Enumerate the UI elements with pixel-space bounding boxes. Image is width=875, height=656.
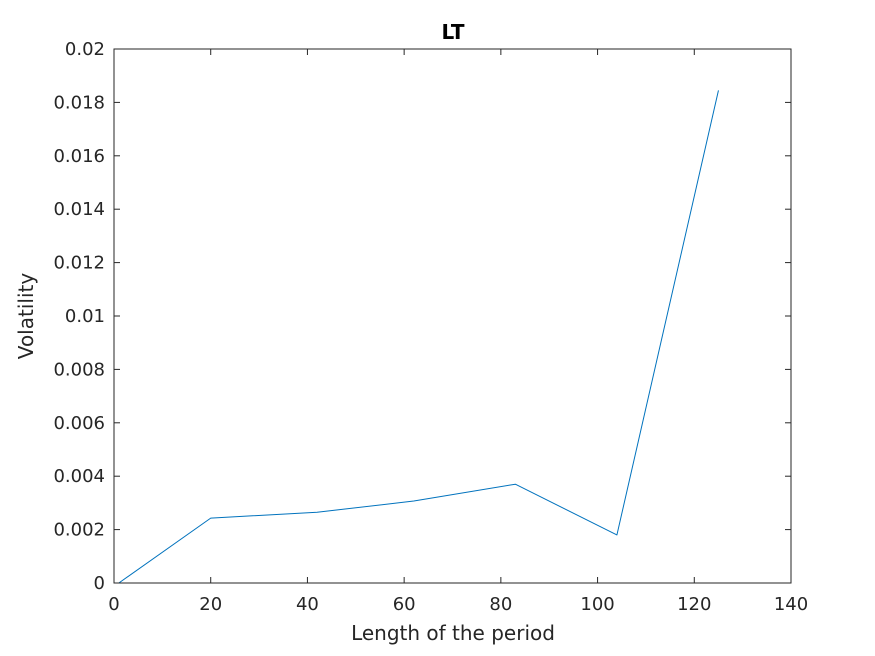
plot-area: [113, 48, 792, 584]
y-tick-label: 0.016: [53, 146, 105, 167]
y-tick-label: 0.014: [53, 199, 105, 220]
y-axis: 0 0.002 0.004 0.006 0.008 0.01 0.012 0.014 0.016…: [53, 39, 791, 594]
y-axis-label: Volatility: [14, 273, 38, 360]
y-tick-label: 0.018: [53, 92, 105, 113]
chart-title: LT: [441, 20, 464, 44]
x-tick-label: 20: [199, 594, 222, 615]
y-tick-label: 0.008: [53, 359, 105, 380]
x-tick-label: 80: [489, 594, 512, 615]
y-tick-label: 0.02: [65, 39, 105, 60]
x-tick-label: 120: [677, 594, 711, 615]
y-tick-label: 0.002: [53, 520, 105, 541]
x-tick-label: 60: [393, 594, 416, 615]
y-tick-label: 0.012: [53, 253, 105, 274]
y-tick-label: 0.01: [65, 306, 105, 327]
series-line: [118, 90, 719, 584]
x-axis-label: Length of the period: [351, 621, 555, 645]
axes-box: [113, 48, 792, 584]
x-tick-label: 0: [108, 594, 119, 615]
y-tick-label: 0.006: [53, 413, 105, 434]
y-tick-label: 0.004: [53, 466, 105, 487]
x-tick-label: 100: [580, 594, 614, 615]
y-tick-label: 0: [94, 573, 105, 594]
x-tick-label: 40: [296, 594, 319, 615]
x-axis: 0 20 40 60 80 100 120 140: [108, 49, 808, 615]
x-tick-label: 140: [774, 594, 808, 615]
